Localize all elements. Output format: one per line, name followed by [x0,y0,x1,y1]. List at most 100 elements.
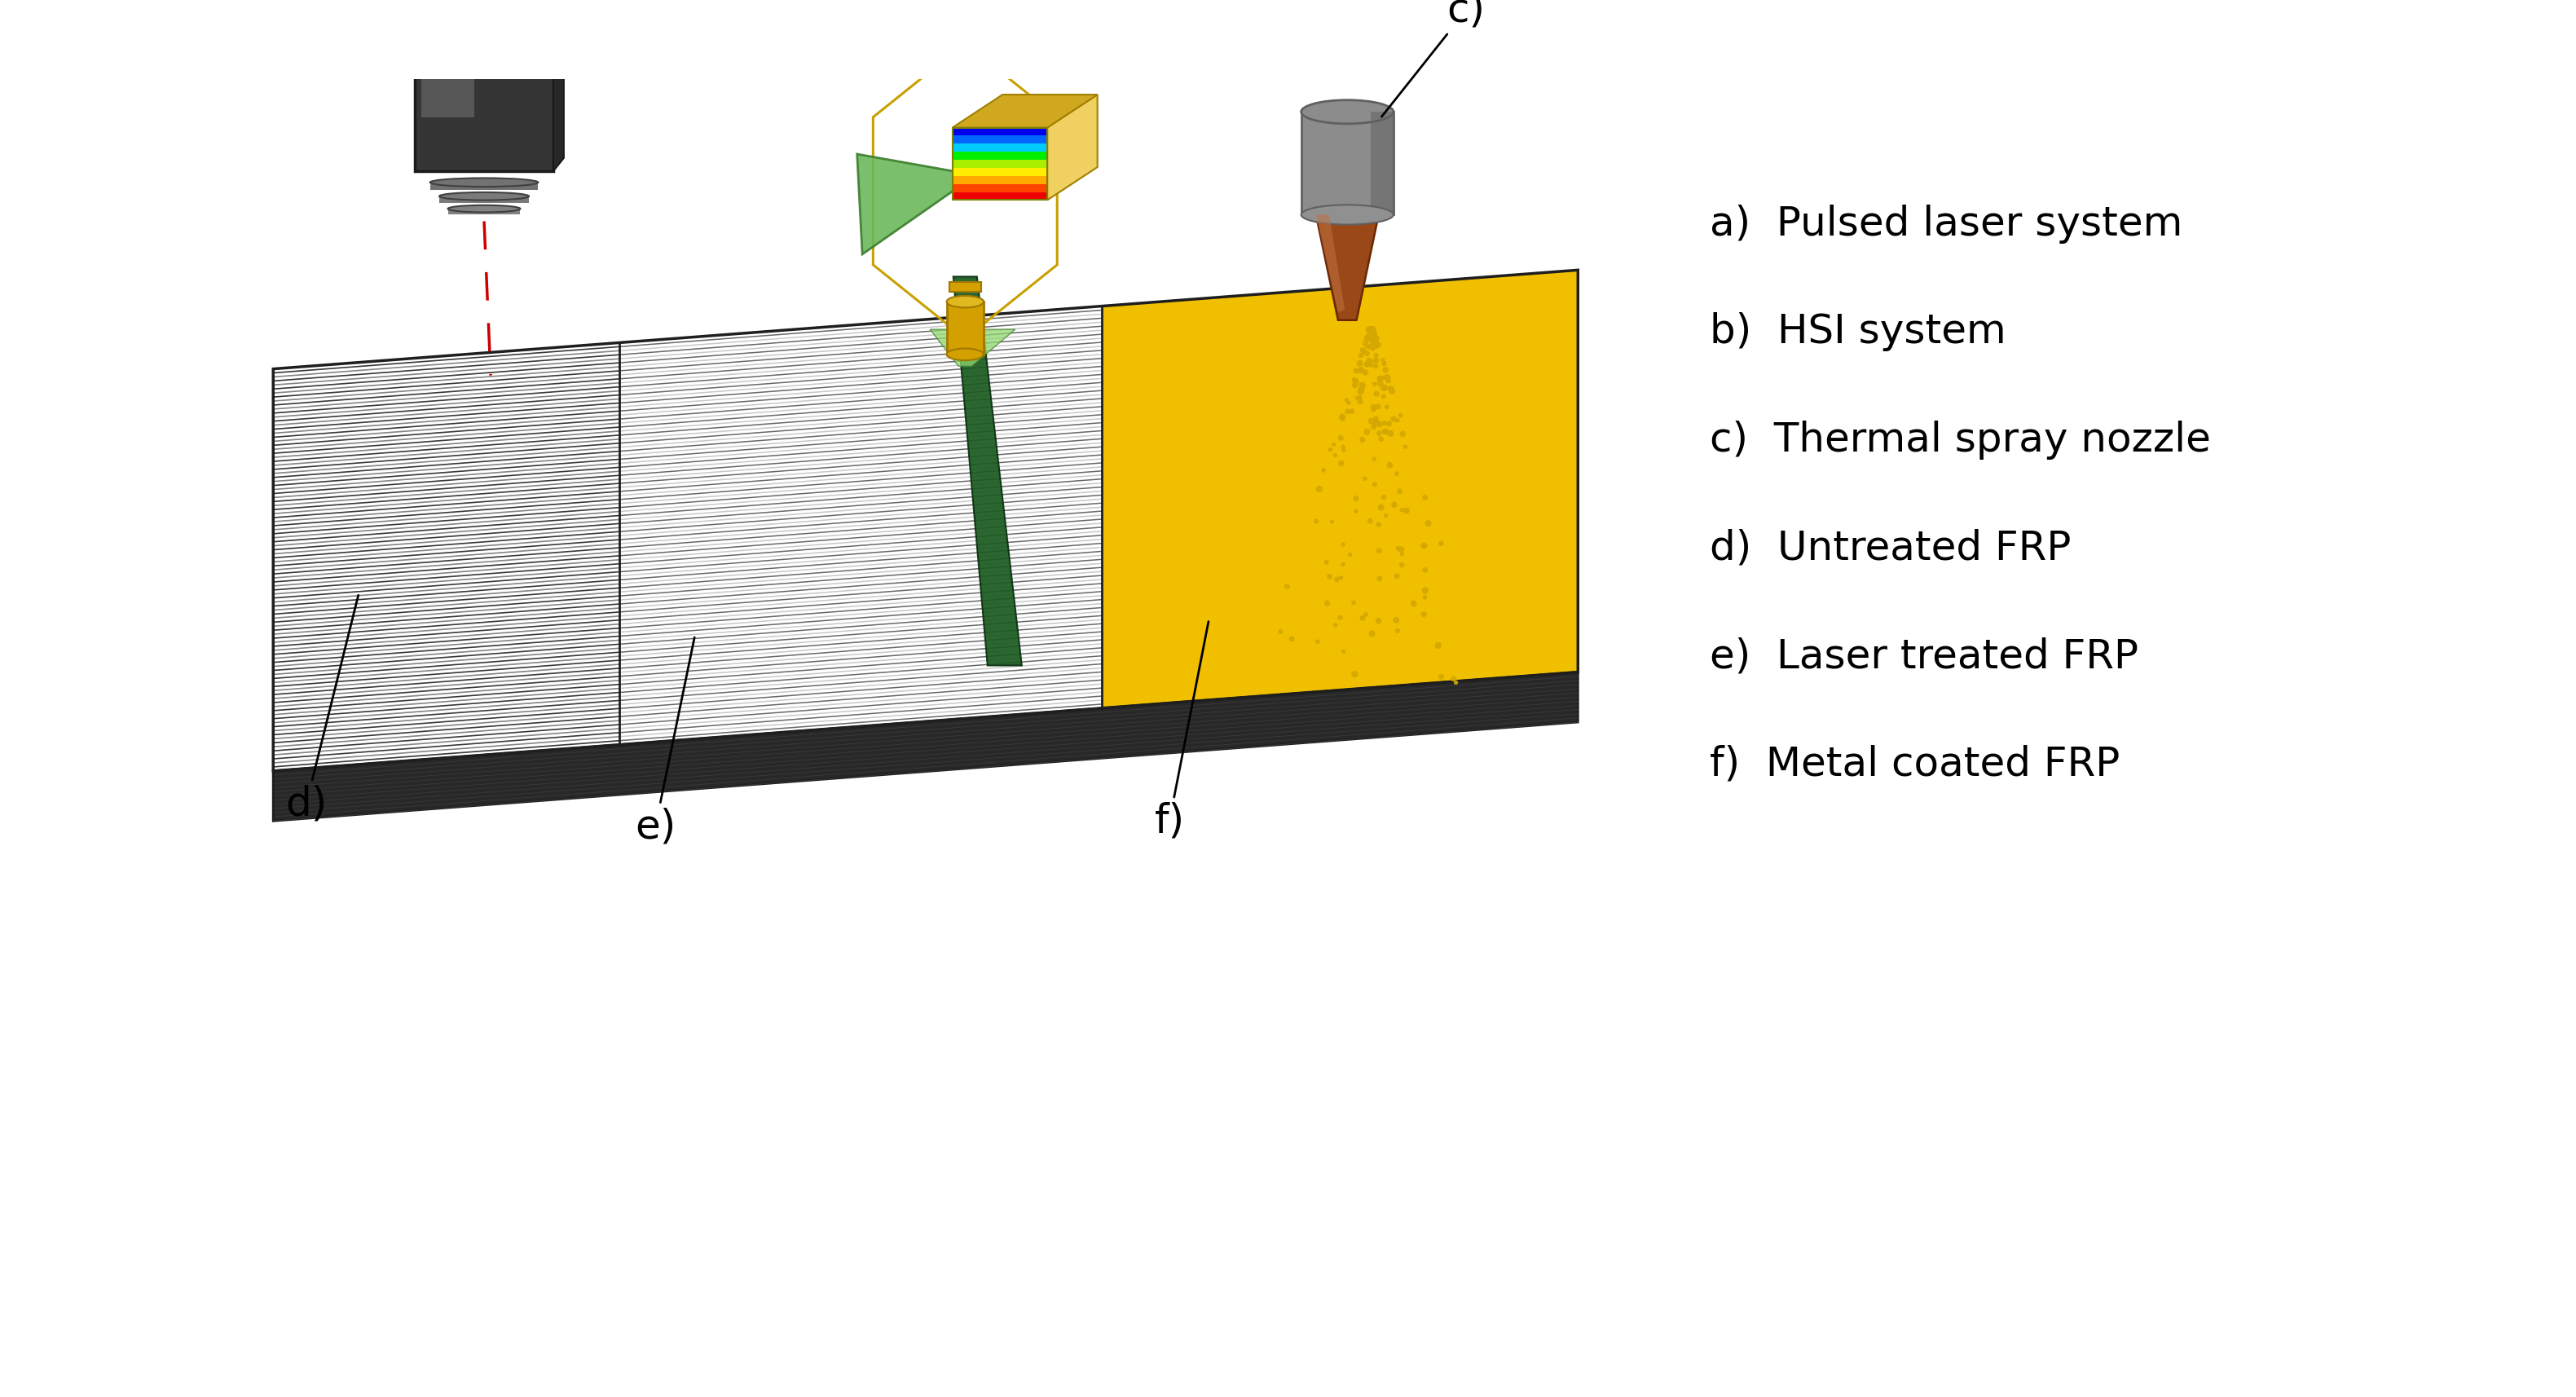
Circle shape [1370,631,1376,636]
Circle shape [1316,640,1319,644]
Circle shape [1291,637,1293,641]
Circle shape [1368,331,1373,335]
Circle shape [1365,351,1368,356]
Circle shape [1352,383,1358,387]
Polygon shape [953,168,1048,176]
Polygon shape [953,95,1097,127]
Circle shape [1352,671,1358,678]
Circle shape [1386,422,1391,426]
Text: b)  HSI system: b) HSI system [1710,313,2007,352]
Circle shape [1386,405,1388,409]
Circle shape [1376,337,1378,341]
Circle shape [1394,574,1399,578]
FancyBboxPatch shape [448,210,520,215]
Circle shape [1358,395,1363,400]
Text: c)  Thermal spray nozzle: c) Thermal spray nozzle [1710,420,2210,460]
Circle shape [1373,416,1378,420]
Circle shape [1368,327,1373,332]
Circle shape [1365,335,1370,341]
Circle shape [1378,577,1381,581]
Ellipse shape [448,205,520,212]
Circle shape [1368,327,1370,330]
Circle shape [1370,328,1373,332]
Polygon shape [953,152,1048,159]
Circle shape [1388,430,1394,436]
Circle shape [1321,468,1324,472]
Circle shape [1340,414,1345,419]
Circle shape [1373,359,1378,363]
Circle shape [1368,518,1373,524]
Circle shape [1340,461,1345,465]
Circle shape [1342,543,1345,546]
Ellipse shape [1301,205,1394,225]
Circle shape [1422,612,1427,616]
Circle shape [1386,379,1391,383]
Circle shape [1370,328,1376,331]
Circle shape [1324,601,1329,606]
Circle shape [1334,454,1337,457]
Polygon shape [273,672,1579,821]
Circle shape [1340,576,1342,580]
Circle shape [1425,521,1430,527]
Circle shape [1363,349,1365,353]
Circle shape [1337,616,1342,620]
Circle shape [1396,419,1399,422]
Circle shape [1355,510,1358,513]
Circle shape [1383,429,1388,434]
Circle shape [1376,404,1381,409]
Circle shape [1370,328,1376,332]
Circle shape [1386,422,1391,426]
Circle shape [1370,330,1376,335]
Circle shape [1378,549,1381,553]
Circle shape [1340,416,1345,420]
Circle shape [1360,616,1365,620]
Polygon shape [953,144,1048,152]
Circle shape [1391,416,1396,422]
Circle shape [1355,397,1360,400]
Circle shape [1352,601,1355,605]
Circle shape [1373,482,1376,486]
Polygon shape [953,184,1048,191]
Circle shape [1352,369,1358,373]
Text: e)  Laser treated FRP: e) Laser treated FRP [1710,637,2138,676]
Circle shape [1396,629,1399,633]
Circle shape [1368,344,1373,349]
Circle shape [1360,386,1365,391]
Circle shape [1391,502,1396,507]
Polygon shape [858,154,976,254]
Circle shape [1440,675,1443,679]
Circle shape [1334,623,1337,627]
Circle shape [1332,443,1334,446]
Circle shape [1352,379,1358,384]
Polygon shape [953,136,1048,144]
Circle shape [1381,394,1386,398]
Circle shape [1370,327,1376,330]
Circle shape [1370,328,1373,331]
Circle shape [1450,676,1455,680]
Polygon shape [953,176,1048,184]
Circle shape [1440,541,1443,546]
FancyBboxPatch shape [422,75,474,117]
Circle shape [1285,584,1288,588]
Circle shape [1383,420,1386,425]
Circle shape [1363,370,1368,374]
Circle shape [1404,509,1409,513]
Circle shape [1381,386,1388,391]
Circle shape [1358,388,1363,394]
Circle shape [1378,422,1383,427]
Circle shape [1368,419,1373,423]
Circle shape [1352,377,1358,381]
Circle shape [1365,327,1370,331]
Polygon shape [953,277,1023,665]
Ellipse shape [945,348,984,360]
Circle shape [1365,362,1370,367]
Circle shape [1373,457,1376,461]
Circle shape [1370,327,1373,331]
Polygon shape [1103,270,1579,708]
Text: d): d) [286,595,358,824]
Circle shape [1394,472,1399,475]
Circle shape [1388,388,1394,394]
Circle shape [1370,338,1373,341]
Circle shape [1455,680,1458,685]
Circle shape [1383,367,1388,373]
